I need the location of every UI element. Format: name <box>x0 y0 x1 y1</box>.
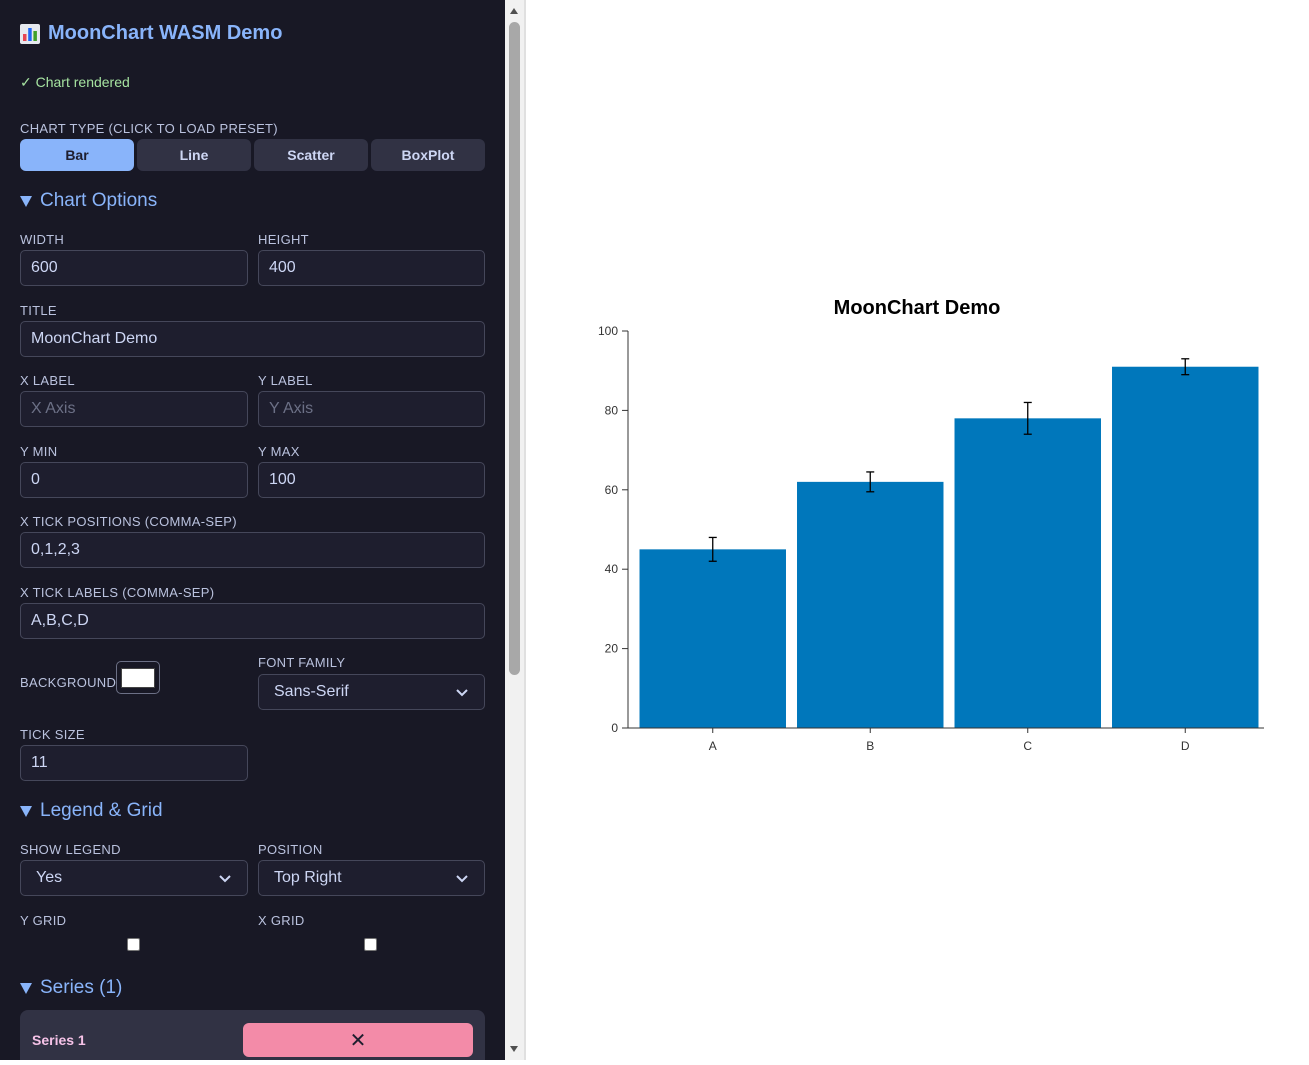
x-tick-labels-label: X Tick Labels (comma-sep) <box>20 585 215 600</box>
x-tick-label: A <box>709 739 717 753</box>
triangle-down-icon <box>20 805 32 817</box>
chart-type-bar-button[interactable]: Bar <box>20 139 134 171</box>
chart-type-buttons: Bar Line Scatter BoxPlot <box>20 139 485 171</box>
y-grid-label: Y Grid <box>20 913 67 928</box>
tick-size-label: Tick Size <box>20 727 85 742</box>
bar-C <box>954 418 1101 728</box>
y-axis: 0 20 40 60 80 100 <box>598 324 629 735</box>
chevron-down-icon <box>219 875 231 883</box>
chart-title: MoonChart Demo <box>834 297 1001 319</box>
y-tick-label: 80 <box>605 403 619 417</box>
show-legend-select[interactable]: Yes <box>20 860 248 896</box>
y-tick-label: 40 <box>605 562 619 576</box>
bar-chart-icon <box>20 23 40 44</box>
sidebar: MoonChart WASM Demo ✓ Chart rendered Cha… <box>0 0 505 1060</box>
font-family-label: Font Family <box>258 655 346 670</box>
x-axis: A B C D <box>623 727 1264 753</box>
title-input[interactable] <box>20 321 485 357</box>
panel-divider <box>524 0 526 1060</box>
show-legend-value: Yes <box>36 869 63 886</box>
y-min-input[interactable] <box>20 462 248 498</box>
tick-size-input[interactable] <box>20 745 248 781</box>
y-label-input[interactable] <box>258 391 485 427</box>
bar-D <box>1112 366 1259 728</box>
y-grid-checkbox[interactable] <box>127 938 140 951</box>
chart-canvas: MoonChart Demo 0 20 40 60 80 100 A B C D <box>598 297 1264 753</box>
x-tick-labels-input[interactable] <box>20 603 485 639</box>
app-title-text: MoonChart WASM Demo <box>48 22 283 44</box>
series-card: Series 1 ✕ <box>20 1010 485 1060</box>
show-legend-label: Show Legend <box>20 842 121 857</box>
x-tick-label: B <box>866 739 874 753</box>
chart-options-toggle[interactable]: Chart Options <box>20 190 157 212</box>
app-title: MoonChart WASM Demo <box>20 22 282 45</box>
triangle-down-icon <box>20 195 32 207</box>
y-tick-label: 20 <box>605 642 619 656</box>
legend-position-label: Position <box>258 842 323 857</box>
chart-options-heading: Chart Options <box>40 190 158 211</box>
sidebar-scrollbar[interactable] <box>505 0 524 1060</box>
chart-type-label: Chart type (click to load preset) <box>20 121 278 136</box>
series-toggle[interactable]: Series (1) <box>20 977 122 999</box>
bar-B <box>797 481 944 728</box>
font-family-value: Sans-Serif <box>274 683 349 700</box>
legend-grid-toggle[interactable]: Legend & Grid <box>20 800 163 822</box>
height-label: Height <box>258 232 309 247</box>
close-icon: ✕ <box>349 1029 367 1052</box>
x-tick-label: C <box>1023 739 1032 753</box>
width-input[interactable] <box>20 250 248 286</box>
scroll-up-icon[interactable] <box>510 8 518 14</box>
width-label: Width <box>20 232 65 247</box>
triangle-down-icon <box>20 982 32 994</box>
scroll-down-icon[interactable] <box>510 1046 518 1052</box>
chevron-down-icon <box>456 875 468 883</box>
y-max-input[interactable] <box>258 462 485 498</box>
chart-panel: MoonChart Demo 0 20 40 60 80 100 A B C D <box>526 0 1309 1060</box>
bar-A <box>639 549 786 728</box>
background-color-picker[interactable] <box>116 661 160 694</box>
x-tick-positions-input[interactable] <box>20 532 485 568</box>
chart-type-line-button[interactable]: Line <box>137 139 251 171</box>
status-message: ✓ Chart rendered <box>20 74 130 90</box>
scrollbar-thumb[interactable] <box>509 22 520 675</box>
x-label-input[interactable] <box>20 391 248 427</box>
legend-position-select[interactable]: Top Right <box>258 860 485 896</box>
legend-position-value: Top Right <box>274 869 342 886</box>
legend-grid-heading: Legend & Grid <box>40 800 163 821</box>
chart-type-scatter-button[interactable]: Scatter <box>254 139 368 171</box>
chevron-down-icon <box>456 689 468 697</box>
series-heading: Series (1) <box>40 977 123 998</box>
background-color-swatch <box>121 667 155 688</box>
y-tick-label: 100 <box>598 324 618 338</box>
y-max-label: Y Max <box>258 444 300 459</box>
x-tick-label: D <box>1181 739 1190 753</box>
title-label: Title <box>20 303 57 318</box>
x-label-label: X Label <box>20 373 75 388</box>
y-tick-label: 0 <box>611 721 618 735</box>
chart-type-boxplot-button[interactable]: BoxPlot <box>371 139 485 171</box>
font-family-select[interactable]: Sans-Serif <box>258 674 485 710</box>
chart-bars <box>639 358 1259 728</box>
y-min-label: Y Min <box>20 444 58 459</box>
height-input[interactable] <box>258 250 485 286</box>
x-grid-label: X Grid <box>258 913 305 928</box>
x-grid-checkbox[interactable] <box>364 938 377 951</box>
background-label: Background <box>20 675 117 690</box>
series-name: Series 1 <box>32 1032 86 1048</box>
x-tick-positions-label: X Tick Positions (comma-sep) <box>20 514 237 529</box>
y-tick-label: 60 <box>605 483 619 497</box>
y-label-label: Y Label <box>258 373 313 388</box>
remove-series-button[interactable]: ✕ <box>243 1023 473 1057</box>
